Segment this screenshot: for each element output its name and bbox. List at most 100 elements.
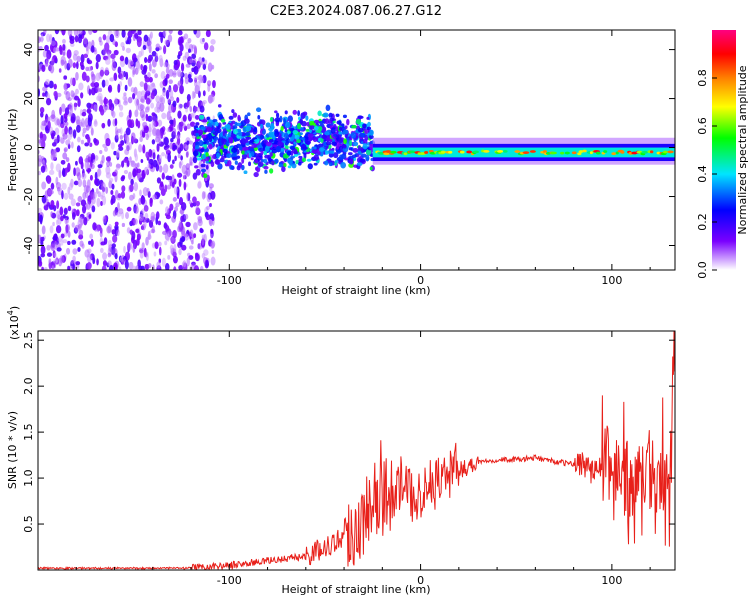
- heatmap-cell: [127, 96, 133, 104]
- heatmap-cell: [98, 36, 102, 43]
- heatmap-cell: [195, 122, 200, 126]
- heatmap-cell: [104, 146, 108, 152]
- heatmap-cell: [62, 51, 66, 56]
- heatmap-cell: [313, 162, 318, 166]
- heatmap-cell: [183, 33, 189, 40]
- heatmap-cell: [238, 145, 243, 151]
- heatmap-cell: [138, 144, 143, 153]
- heatmap-cell: [322, 112, 329, 118]
- heatmap-cell: [264, 154, 270, 159]
- heatmap-cell: [105, 186, 109, 194]
- heatmap-cell: [295, 159, 299, 165]
- heatmap-cell: [167, 254, 171, 260]
- heatmap-cell: [313, 154, 319, 161]
- heatmap-cell: [44, 44, 49, 52]
- heatmap-cell: [156, 177, 162, 184]
- heatmap-cell: [155, 43, 161, 49]
- heatmap-cell: [178, 161, 182, 169]
- heatmap-cell: [183, 181, 187, 191]
- heatmap-cell: [53, 47, 57, 54]
- heatmap-cell: [234, 160, 238, 165]
- heatmap-cell: [234, 121, 238, 126]
- heatmap-cell: [161, 152, 166, 157]
- heatmap-cell: [193, 65, 199, 75]
- heatmap-cell: [53, 90, 58, 97]
- heatmap-cell: [73, 102, 77, 111]
- heatmap-cell: [352, 141, 359, 147]
- heatmap-cell: [253, 171, 259, 178]
- heatmap-cell: [181, 244, 187, 251]
- y-tick-label: -40: [22, 237, 35, 255]
- heatmap-cell: [172, 144, 178, 150]
- heatmap-cell: [67, 230, 71, 238]
- heatmap-cell: [390, 150, 397, 154]
- heatmap-cell: [186, 123, 191, 130]
- heatmap-cell: [76, 209, 80, 217]
- heatmap-cell: [210, 39, 216, 45]
- heatmap-cell: [220, 132, 224, 137]
- heatmap-cell: [55, 225, 62, 234]
- heatmap-cell: [97, 168, 101, 178]
- heatmap-cell: [189, 229, 194, 238]
- heatmap-cell: [102, 260, 108, 267]
- heatmap-cell: [137, 120, 141, 129]
- heatmap-cell: [151, 139, 156, 145]
- heatmap-cell: [149, 31, 153, 39]
- heatmap-cell: [195, 252, 199, 257]
- heatmap-cell: [120, 191, 126, 199]
- heatmap-cell: [195, 205, 200, 214]
- heatmap-cell: [245, 131, 251, 137]
- heatmap-cell: [206, 205, 210, 211]
- heatmap-cell: [70, 198, 76, 207]
- heatmap-cell: [112, 234, 118, 243]
- heatmap-cell: [284, 121, 291, 129]
- heatmap-cell: [304, 139, 308, 145]
- heatmap-cell: [571, 151, 577, 155]
- heatmap-cell: [466, 150, 473, 154]
- heatmap-cell: [233, 136, 238, 143]
- heatmap-cell: [132, 192, 136, 200]
- heatmap-cell: [172, 100, 177, 108]
- snr-axes: -100 0 100 0.5 1.0 1.5 2.0 2.5: [22, 331, 675, 587]
- heatmap-cell: [288, 159, 293, 166]
- heatmap-cell: [589, 151, 593, 155]
- heatmap-cell: [217, 163, 223, 170]
- heatmap-cell: [274, 117, 281, 123]
- heatmap-cell: [109, 33, 115, 43]
- heatmap-cell: [369, 166, 373, 171]
- heatmap-cell: [136, 90, 142, 100]
- heatmap-cell: [187, 48, 191, 53]
- heatmap-cell: [156, 143, 160, 152]
- heatmap-cell: [206, 193, 211, 203]
- heatmap-cell: [139, 109, 145, 119]
- heatmap-cell: [582, 149, 587, 153]
- heatmap-cell: [169, 244, 174, 252]
- heatmap-cell: [208, 143, 213, 150]
- heatmap-cell: [145, 236, 149, 246]
- heatmap-cell: [61, 30, 66, 36]
- heatmap-cell: [42, 86, 48, 92]
- heatmap-cell: [78, 216, 83, 223]
- heatmap-cell: [289, 136, 295, 142]
- heatmap-cell: [317, 110, 322, 117]
- heatmap-cell: [61, 190, 64, 200]
- heatmap-cell: [196, 106, 201, 113]
- heatmap-cell: [378, 151, 385, 155]
- heatmap-cell: [44, 190, 49, 200]
- heatmap-cell: [245, 125, 252, 132]
- heatmap-cell: [205, 164, 209, 170]
- heatmap-cell: [126, 227, 131, 234]
- heatmap-cell: [278, 135, 283, 141]
- heatmap-cell: [40, 239, 44, 247]
- heatmap-cell: [85, 43, 89, 52]
- heatmap-cell: [369, 129, 374, 136]
- heatmap-cell: [58, 68, 62, 73]
- heatmap-cell: [274, 130, 279, 138]
- heatmap-cell: [227, 132, 232, 139]
- heatmap-cell: [64, 60, 68, 70]
- heatmap-cell: [182, 260, 187, 268]
- heatmap-cell: [159, 199, 164, 205]
- heatmap-cell: [142, 144, 146, 154]
- heatmap-cell: [105, 156, 111, 162]
